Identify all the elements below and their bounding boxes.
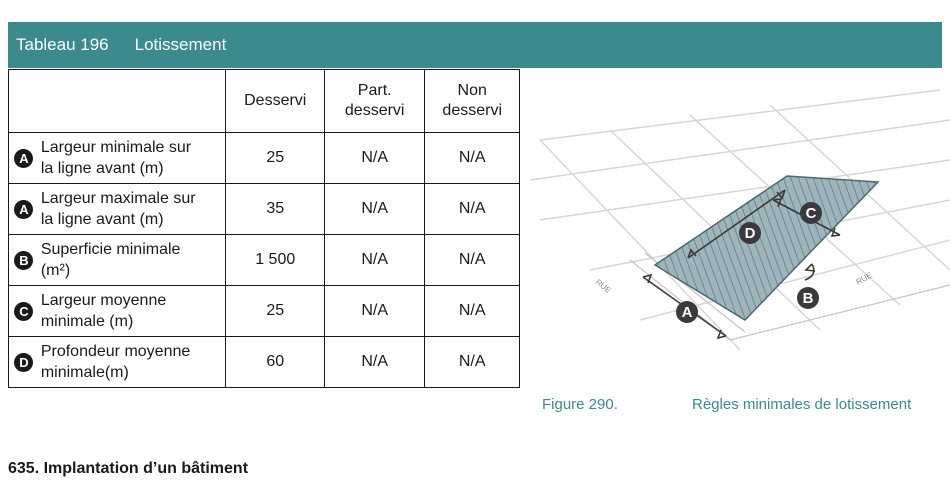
row-label-line2: la ligne avant (m) — [40, 211, 164, 228]
header-empty-label — [38, 69, 227, 133]
table-header-row: Desservi Part. desservi Non desservi — [7, 69, 520, 133]
arrow-c-head-1 — [772, 198, 783, 208]
table-row: B Superficie minimale (m²) 1 500 N/A N/A — [7, 234, 520, 286]
cell-desservi: 60 — [225, 336, 325, 388]
header-part-line1: Part. — [357, 82, 392, 99]
figure-badge-a: A — [682, 304, 693, 321]
figure-badge-d-circle — [739, 222, 761, 244]
figure-badge-d: D — [745, 225, 756, 242]
street-label-right: RUE — [855, 270, 874, 286]
lot-diagram-svg: A B C D RUE RUE — [529, 89, 950, 351]
header-non-line1: Non — [457, 82, 487, 99]
row-badge-cell: A — [7, 132, 39, 184]
lot-diagram: A B C D RUE RUE — [520, 70, 950, 370]
table-row: D Profondeur moyenne minimale(m) 60 N/A … — [7, 336, 520, 388]
figure-badge-c: C — [806, 205, 817, 222]
row-label-line2: (m²) — [40, 262, 71, 279]
cell-part-desservi: N/A — [323, 285, 426, 337]
row-label: Profondeur moyenne minimale(m) — [38, 336, 227, 388]
table-title-bar: Tableau 196 Lotissement — [8, 22, 942, 68]
cell-part-desservi: N/A — [323, 234, 426, 286]
header-non-desservi: Non desservi — [424, 69, 520, 133]
arrow-d — [687, 189, 786, 259]
figure-caption: Règles minimales de lotissement — [692, 396, 912, 413]
header-empty-badge — [7, 69, 39, 133]
figure-badge-b: B — [803, 290, 814, 307]
table-row: C Largeur moyenne minimale (m) 25 N/A N/… — [7, 285, 520, 337]
figure-badge-c-circle — [800, 202, 822, 224]
row-label-line1: Largeur minimale sur — [40, 139, 192, 156]
row-label-line1: Largeur maximale sur — [40, 190, 196, 207]
cell-non-desservi: N/A — [424, 234, 520, 286]
table-name: Lotissement — [134, 35, 227, 54]
cell-part-desservi: N/A — [323, 336, 426, 388]
badge-c: C — [14, 301, 34, 321]
row-label: Largeur moyenne minimale (m) — [38, 285, 227, 337]
arrow-d-head-1 — [687, 248, 697, 259]
header-part-desservi: Part. desservi — [323, 69, 426, 133]
cell-non-desservi: N/A — [424, 132, 520, 184]
cell-part-desservi: N/A — [323, 132, 426, 184]
arrow-c-head-2 — [830, 227, 841, 237]
cell-desservi: 25 — [225, 132, 325, 184]
table-row: A Largeur maximale sur la ligne avant (m… — [7, 183, 520, 235]
row-label: Largeur minimale sur la ligne avant (m) — [38, 132, 227, 184]
row-badge-cell: C — [7, 285, 39, 337]
badge-a: A — [14, 199, 34, 219]
cell-desservi: 1 500 — [225, 234, 325, 286]
badge-b: B — [14, 250, 34, 270]
figure-number: Figure 290. — [542, 396, 618, 413]
cell-non-desservi: N/A — [424, 336, 520, 388]
cell-desservi: 35 — [225, 183, 325, 235]
header-part-line2: desservi — [344, 102, 405, 119]
badge-a: A — [14, 148, 34, 168]
row-badge-cell: D — [7, 336, 39, 388]
lot-parcel — [653, 175, 880, 321]
figure-badges: A B C D — [676, 202, 822, 323]
table-number: Tableau 196 — [16, 35, 109, 54]
arrow-b — [804, 263, 815, 281]
cell-part-desservi: N/A — [323, 183, 426, 235]
row-badge-cell: A — [7, 183, 39, 235]
row-label: Superficie minimale (m²) — [38, 234, 227, 286]
row-label: Largeur maximale sur la ligne avant (m) — [38, 183, 227, 235]
row-label-line2: minimale (m) — [40, 313, 134, 330]
arrow-a-head-1 — [642, 273, 653, 284]
row-label-line2: la ligne avant (m) — [40, 160, 164, 177]
cell-desservi: 25 — [225, 285, 325, 337]
cell-non-desservi: N/A — [424, 183, 520, 235]
row-label-line1: Superficie minimale — [40, 241, 181, 258]
header-desservi: Desservi — [225, 69, 325, 133]
rules-table: Desservi Part. desservi Non desservi A L… — [7, 69, 520, 388]
row-label-line1: Profondeur moyenne — [40, 343, 191, 360]
figure-badge-a-circle — [676, 301, 698, 323]
row-label-line1: Largeur moyenne — [40, 292, 167, 309]
row-badge-cell: B — [7, 234, 39, 286]
table-row: A Largeur minimale sur la ligne avant (m… — [7, 132, 520, 184]
street-label-left: RUE — [594, 277, 613, 294]
arrow-a-head-2 — [716, 329, 727, 340]
cell-non-desservi: N/A — [424, 285, 520, 337]
header-non-line2: desservi — [442, 102, 502, 119]
row-label-line2: minimale(m) — [40, 364, 129, 381]
header-desservi-text: Desservi — [244, 92, 307, 109]
figure-badge-b-circle — [797, 287, 819, 309]
section-title: 635. Implantation d’un bâtiment — [8, 460, 249, 477]
arrow-d-head-2 — [776, 189, 786, 200]
badge-d: D — [14, 352, 34, 372]
arrow-b-head — [804, 263, 816, 272]
